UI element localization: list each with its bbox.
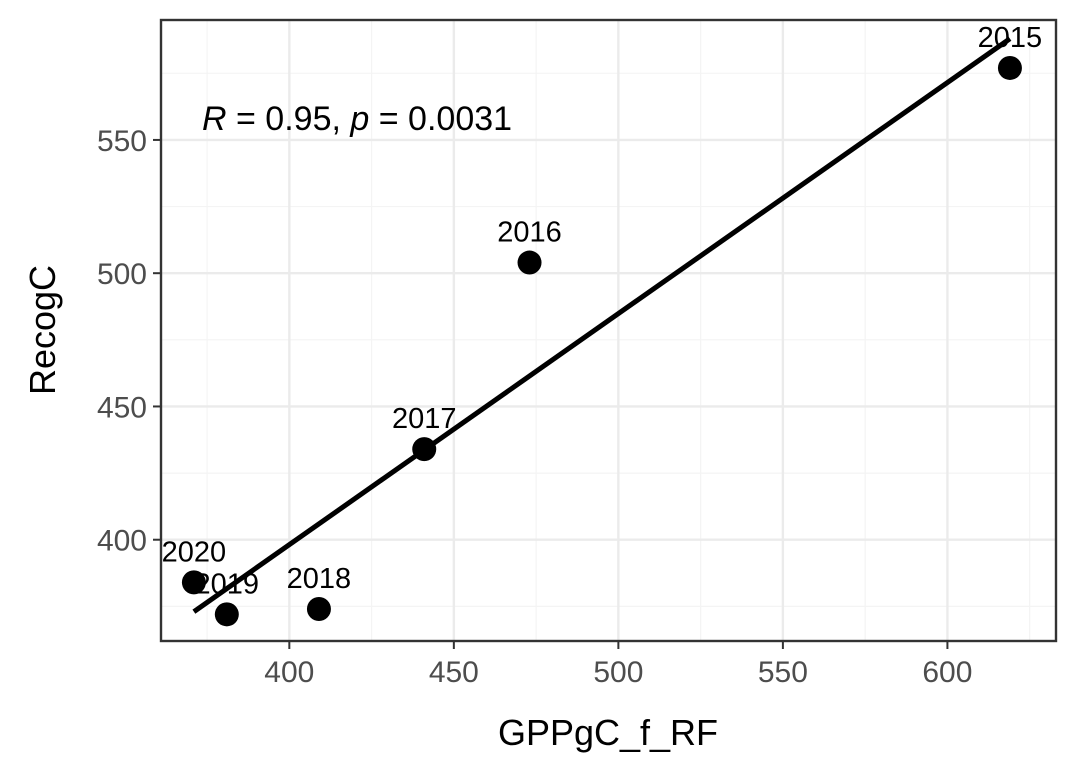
- data-point-2018: [306, 597, 331, 622]
- p-symbol: p: [349, 100, 369, 138]
- data-point-2016: [517, 250, 542, 275]
- y-axis-title: RecogC: [22, 265, 63, 395]
- y-tick-label: 400: [97, 525, 147, 558]
- point-label-2016: 2016: [497, 217, 562, 249]
- panel-border: [159, 18, 1058, 643]
- x-tick-label: 450: [429, 656, 479, 689]
- r-value: = 0.95,: [227, 100, 351, 138]
- x-tick-label: 500: [593, 656, 643, 689]
- point-label-2018: 2018: [287, 563, 352, 595]
- regression-line: [192, 36, 1012, 614]
- y-tick-label: 500: [97, 258, 147, 291]
- y-axis-ticks: 400 450 500 550: [97, 125, 161, 558]
- x-tick-label: 600: [922, 656, 972, 689]
- point-label-2017: 2017: [392, 403, 457, 435]
- correlation-annotation: R = 0.95, p = 0.0031: [202, 100, 512, 138]
- point-label-2020: 2020: [162, 536, 227, 568]
- point-label-2019: 2019: [195, 568, 260, 600]
- data-point-2017: [412, 437, 437, 462]
- data-points: [181, 55, 1022, 627]
- x-axis-title: GPPgC_f_RF: [498, 712, 718, 753]
- x-tick-label: 550: [758, 656, 808, 689]
- y-tick-label: 450: [97, 391, 147, 424]
- data-point-2020: [181, 570, 206, 595]
- major-gridlines: [161, 20, 1056, 641]
- point-label-2015: 2015: [978, 22, 1043, 54]
- regression-line-group: [192, 36, 1012, 614]
- y-tick-label: 550: [97, 125, 147, 158]
- r-symbol: R: [202, 100, 227, 138]
- p-value: = 0.0031: [369, 100, 512, 138]
- data-point-2019: [214, 602, 239, 627]
- x-tick-label: 400: [264, 656, 314, 689]
- data-point-2015: [997, 55, 1022, 80]
- x-axis-ticks: 400 450 500 550 600: [264, 641, 972, 689]
